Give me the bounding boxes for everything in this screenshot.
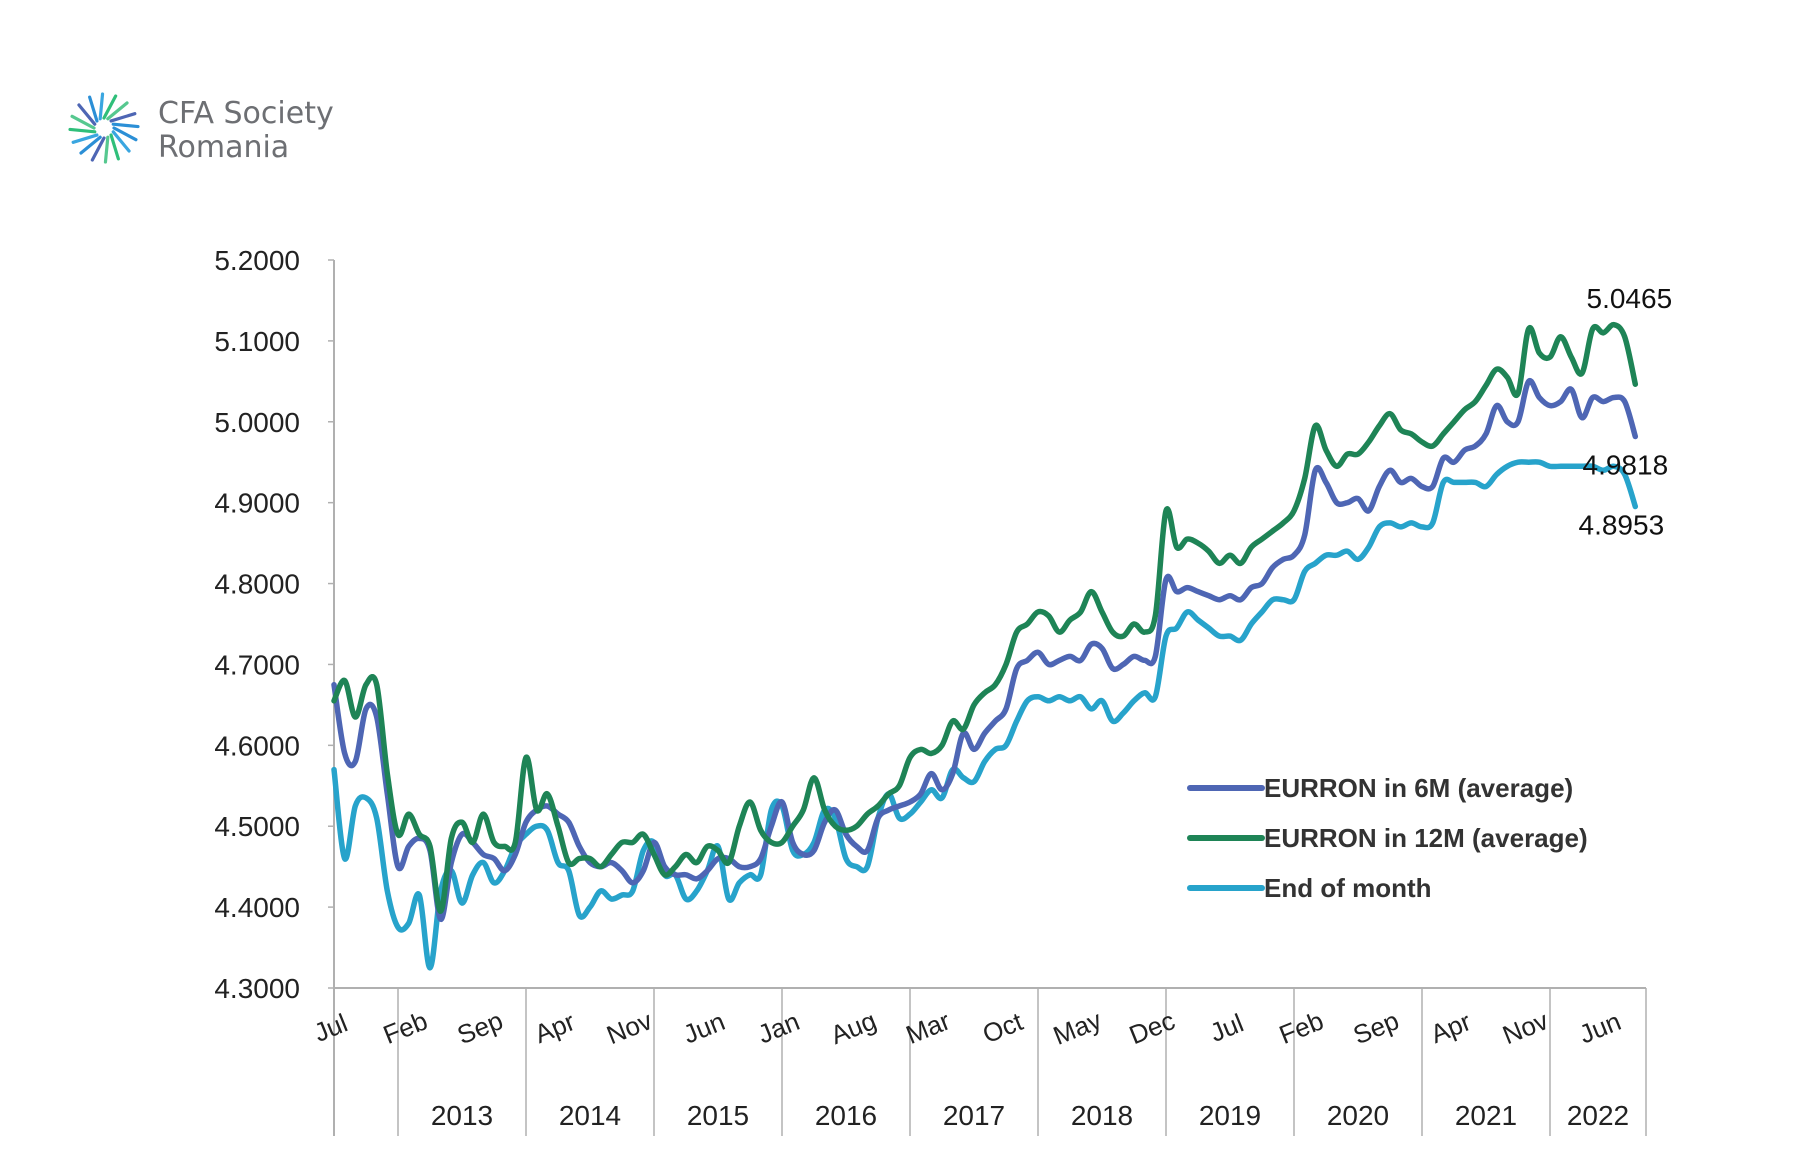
x-month-label: Feb: [1275, 1005, 1328, 1050]
logo-text-line2: Romania: [158, 130, 290, 165]
logo-stroke: [109, 133, 120, 161]
x-month-label: Sep: [1349, 1005, 1403, 1050]
x-year-label: 2022: [1567, 1100, 1629, 1131]
end-value-label: 4.9818: [1583, 449, 1669, 480]
x-month-label: Feb: [379, 1005, 432, 1050]
end-value-label: 4.8953: [1579, 509, 1665, 540]
logo-stroke: [70, 114, 96, 130]
x-month-label: Jun: [679, 1006, 729, 1050]
logo: CFA Society Romania: [68, 92, 368, 172]
x-year-label: 2020: [1327, 1100, 1389, 1131]
cfa-logo-icon: [68, 92, 140, 164]
series-line-3: [331, 459, 1639, 971]
x-month-label: Apr: [530, 1006, 579, 1049]
logo-stroke: [77, 103, 97, 126]
chart-labels-layer: 4.3000 4.4000 4.5000 4.6000 4.7000 4.8000 4.90…: [214, 245, 1672, 1131]
logo-stroke: [103, 135, 110, 164]
x-year-label: 2014: [559, 1100, 621, 1131]
legend-label: EURRON in 6M (average): [1264, 773, 1573, 803]
x-month-label: Dec: [1125, 1005, 1179, 1050]
x-year-label: 2019: [1199, 1100, 1261, 1131]
x-month-label: Jul: [310, 1008, 352, 1048]
y-tick-label: 4.3000: [214, 973, 300, 1004]
logo-stroke: [90, 136, 106, 162]
logo-stroke: [68, 127, 97, 134]
y-tick-label: 5.0000: [214, 407, 300, 438]
x-year-label: 2013: [431, 1100, 493, 1131]
series-line-2: [331, 321, 1639, 914]
y-tick-label: 5.1000: [214, 326, 300, 357]
logo-text-line1: CFA Society: [158, 96, 334, 131]
y-tick-label: 4.8000: [214, 569, 300, 600]
chart-legend: EURRON in 6M (average) EURRON in 12M (ave…: [1187, 773, 1588, 903]
logo-stroke: [112, 126, 138, 142]
chart-axes: [328, 259, 1647, 1136]
logo-stroke: [71, 133, 99, 144]
legend-label: EURRON in 12M (average): [1264, 823, 1588, 853]
x-month-label: Jan: [754, 1006, 804, 1050]
logo-stroke: [106, 101, 129, 121]
logo-stroke: [88, 95, 99, 123]
legend-label: End of month: [1264, 873, 1432, 903]
series-line-1: [331, 377, 1639, 922]
y-tick-label: 4.7000: [214, 649, 300, 680]
x-month-label: Jul: [1206, 1008, 1248, 1048]
y-tick-label: 4.5000: [214, 811, 300, 842]
x-year-label: 2016: [815, 1100, 877, 1131]
y-tick-label: 4.4000: [214, 892, 300, 923]
chart-series-layer: [331, 321, 1639, 971]
x-year-label: 2017: [943, 1100, 1005, 1131]
logo-stroke: [111, 122, 140, 129]
logo-stroke: [102, 94, 118, 120]
end-value-label: 5.0465: [1587, 283, 1673, 314]
x-month-label: Oct: [978, 1006, 1027, 1049]
y-tick-label: 4.6000: [214, 730, 300, 761]
x-month-label: Nov: [602, 1005, 656, 1050]
x-year-label: 2015: [687, 1100, 749, 1131]
logo-stroke: [109, 112, 137, 123]
logo-stroke: [79, 135, 102, 155]
x-month-label: Jun: [1575, 1006, 1625, 1050]
x-month-label: May: [1049, 1005, 1106, 1051]
x-year-label: 2021: [1455, 1100, 1517, 1131]
x-month-label: Apr: [1426, 1006, 1475, 1049]
x-month-label: Aug: [826, 1005, 880, 1050]
x-year-label: 2018: [1071, 1100, 1133, 1131]
y-tick-label: 5.2000: [214, 245, 300, 276]
logo-stroke: [111, 130, 131, 153]
logo-stroke: [98, 92, 105, 121]
x-month-label: Sep: [453, 1005, 507, 1050]
y-tick-label: 4.9000: [214, 488, 300, 519]
x-month-label: Nov: [1498, 1005, 1552, 1050]
